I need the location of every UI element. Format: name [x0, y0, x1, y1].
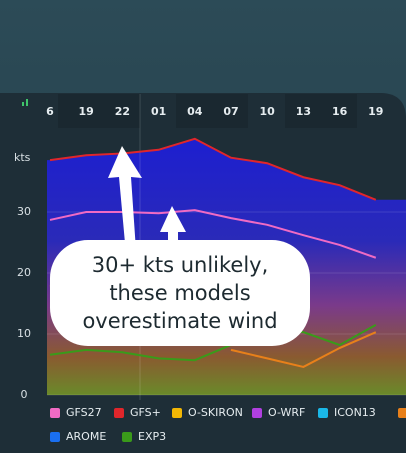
legend-swatch — [122, 432, 132, 442]
x-tick-label: 6 — [46, 105, 54, 118]
legend-label: O-SKIRON — [188, 406, 243, 419]
day-band — [285, 94, 357, 128]
x-tick-label: 19 — [368, 105, 383, 118]
line — [49, 323, 377, 362]
line — [49, 137, 377, 201]
annotation-text: these models — [109, 281, 250, 305]
line — [49, 209, 377, 259]
annotation-bubble — [50, 240, 310, 346]
y-tick-label: 10 — [17, 327, 31, 340]
x-tick-label: 07 — [223, 105, 238, 118]
legend-label: ICON13 — [334, 406, 376, 419]
day-band — [176, 94, 248, 128]
legend-label: GFS27 — [66, 406, 102, 419]
arrow — [108, 146, 142, 265]
arrow — [160, 206, 186, 262]
signal-icon — [22, 99, 28, 106]
annotation-text: overestimate wind — [82, 309, 277, 333]
legend-swatch — [318, 408, 328, 418]
x-tick-label: 19 — [79, 105, 94, 118]
y-tick-label: 30 — [17, 205, 31, 218]
legend-swatch — [114, 408, 124, 418]
x-tick-label: 01 — [151, 105, 166, 118]
annotation-text: 30+ kts unlikely, — [92, 253, 269, 277]
legend-swatch — [172, 408, 182, 418]
day-band — [58, 94, 140, 128]
x-tick-label: 10 — [260, 105, 276, 118]
y-axis-label: kts — [14, 151, 31, 164]
legend-label: EXP3 — [138, 430, 166, 443]
x-tick-label: 13 — [296, 105, 311, 118]
x-tick-label: 22 — [115, 105, 130, 118]
legend-swatch — [252, 408, 262, 418]
x-tick-label: 16 — [332, 105, 348, 118]
legend-label: AROME — [66, 430, 106, 443]
y-tick-label: 0 — [21, 388, 28, 401]
y-tick-label: 20 — [17, 266, 31, 279]
legend-swatch — [50, 432, 60, 442]
legend-swatch — [50, 408, 60, 418]
x-tick-label: 04 — [187, 105, 203, 118]
legend-swatch — [398, 408, 406, 418]
legend-label: GFS+ — [130, 406, 161, 419]
legend-label: O-WRF — [268, 406, 305, 419]
